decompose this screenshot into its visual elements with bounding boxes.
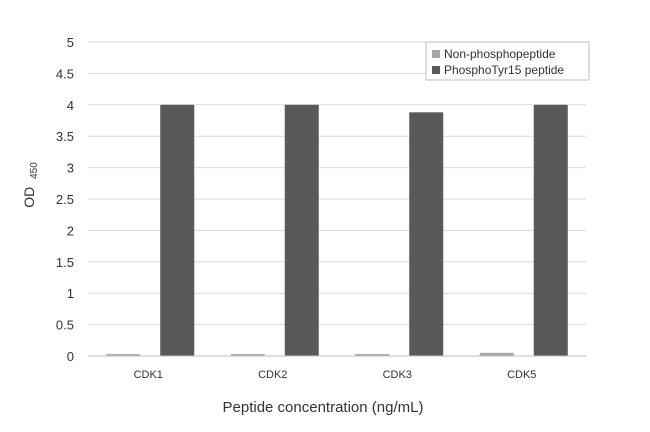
y-axis-title: OD 450: [21, 162, 40, 208]
legend-box: [425, 41, 590, 81]
y-tick-label: 2: [67, 223, 74, 238]
legend-swatch: [432, 50, 440, 58]
bars: [106, 104, 568, 356]
y-tick-label: 4.5: [56, 66, 74, 81]
y-tick-label: 1: [67, 286, 74, 301]
bar-non-phospho-cdk2: [230, 354, 265, 356]
legend-swatch: [432, 66, 440, 74]
x-tick-label: CDK3: [383, 369, 412, 381]
y-tick-label: 5: [67, 35, 74, 50]
y-axis-title-main: OD: [21, 187, 37, 208]
bar-phospho-cdk5: [533, 104, 568, 356]
bar-phospho-cdk2: [284, 104, 319, 356]
y-tick-label: 0.5: [56, 318, 74, 333]
bar-non-phospho-cdk1: [106, 354, 141, 356]
x-tick-label: CDK2: [258, 369, 287, 381]
bar-phospho-cdk1: [160, 104, 195, 356]
bar-phospho-cdk3: [409, 112, 444, 356]
bar-non-phospho-cdk3: [355, 354, 390, 356]
legend-label: PhosphoTyr15 peptide: [444, 63, 564, 77]
y-tick-label: 0: [67, 349, 74, 364]
y-tick-label: 3: [67, 161, 74, 176]
legend-label: Non-phosphopeptide: [444, 47, 556, 61]
bar-non-phospho-cdk5: [479, 352, 514, 356]
x-axis-title: Peptide concentration (ng/mL): [223, 399, 424, 416]
x-axis-ticks: CDK1 CDK2 CDK3 CDK5: [134, 369, 537, 381]
y-axis-title-subscript: 450: [29, 162, 40, 179]
legend: Non-phosphopeptide PhosphoTyr15 peptide: [425, 41, 590, 81]
y-tick-label: 4: [67, 98, 74, 113]
x-tick-label: CDK1: [134, 369, 163, 381]
y-tick-label: 1.5: [56, 255, 74, 270]
y-axis-ticks: 0 0.5 1 1.5 2 2.5 3 3.5 4 4.5 5: [56, 35, 74, 364]
y-tick-label: 2.5: [56, 192, 74, 207]
x-tick-label: CDK5: [507, 369, 536, 381]
y-tick-label: 3.5: [56, 129, 74, 144]
